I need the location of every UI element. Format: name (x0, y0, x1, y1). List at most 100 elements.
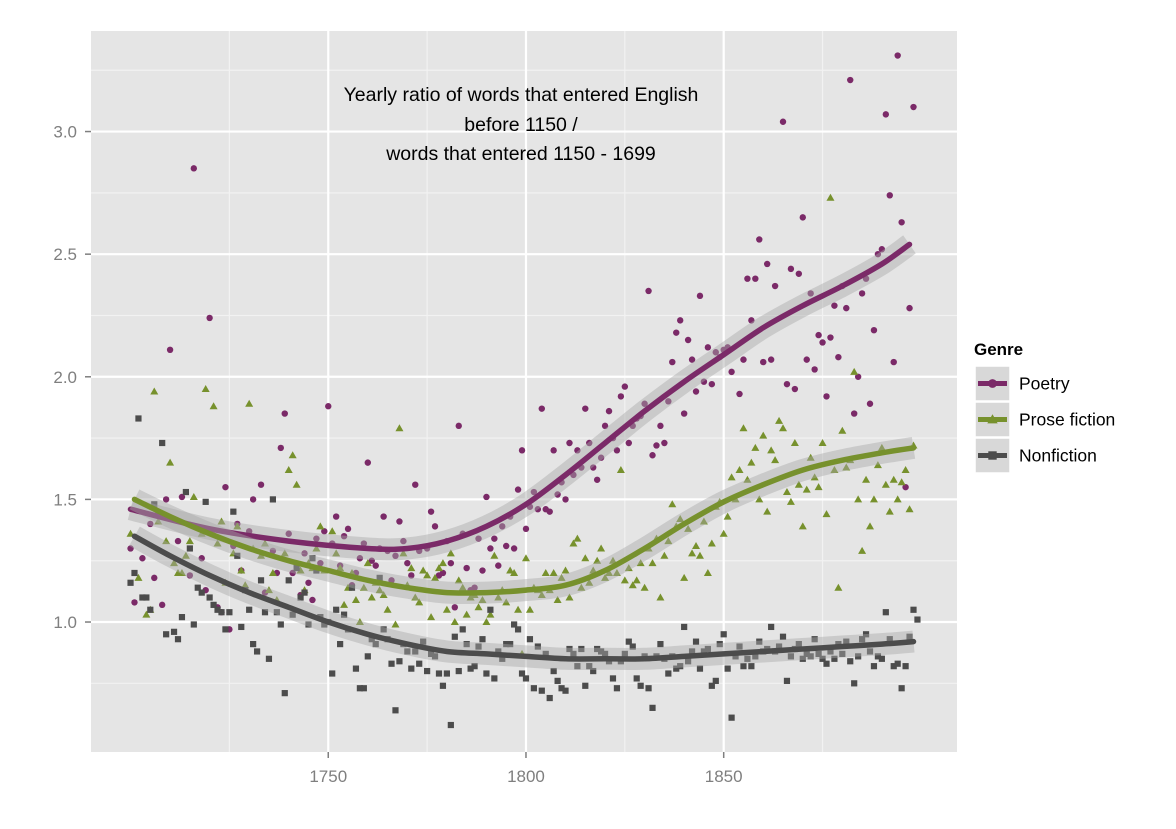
data-point-poetry (534, 506, 542, 513)
data-point-prose-fiction (280, 549, 289, 557)
data-point-nonfiction (803, 650, 810, 658)
data-point-poetry (396, 518, 403, 525)
series-prose-fiction-smooth (129, 437, 917, 605)
data-point-prose-fiction (601, 573, 610, 581)
data-point-nonfiction (574, 663, 581, 670)
data-point-poetry (332, 513, 340, 520)
data-point-poetry (174, 537, 182, 545)
data-point-nonfiction (309, 555, 316, 562)
data-point-prose-fiction (719, 529, 728, 537)
data-point-nonfiction (914, 616, 921, 623)
data-point-prose-fiction (260, 539, 269, 547)
data-point-nonfiction (511, 621, 518, 628)
data-point-nonfiction (127, 579, 134, 586)
data-point-poetry (487, 545, 494, 552)
data-point-prose-fiction (395, 424, 404, 432)
data-point-poetry (661, 439, 668, 447)
data-point-nonfiction (269, 496, 276, 503)
data-point-nonfiction (356, 685, 363, 692)
data-point-nonfiction (364, 653, 371, 660)
data-point-nonfiction (261, 609, 269, 616)
data-point-prose-fiction (814, 483, 823, 491)
data-point-prose-fiction (391, 620, 400, 628)
data-point-nonfiction (629, 643, 636, 650)
data-point-nonfiction (443, 670, 450, 677)
data-point-prose-fiction (549, 568, 558, 576)
data-point-prose-fiction (355, 618, 364, 626)
data-point-poetry (835, 353, 842, 361)
data-point-prose-fiction (340, 600, 349, 608)
data-point-poetry (412, 481, 419, 488)
data-point-prose-fiction (316, 522, 325, 530)
data-point-prose-fiction (656, 593, 665, 601)
data-point-nonfiction (301, 589, 308, 596)
data-point-poetry (779, 118, 787, 125)
data-point-nonfiction (416, 660, 423, 667)
data-point-prose-fiction (162, 537, 171, 545)
data-point-prose-fiction (332, 549, 341, 557)
data-point-poetry (257, 481, 265, 488)
data-point-nonfiction (230, 508, 237, 515)
data-point-nonfiction (396, 658, 403, 665)
data-point-nonfiction (530, 685, 537, 692)
data-point-nonfiction (499, 655, 506, 662)
data-point-prose-fiction (142, 610, 151, 618)
y-tick-label: 1.0 (53, 613, 77, 632)
data-point-nonfiction (910, 606, 917, 613)
series-nonfiction-smooth (129, 526, 917, 670)
data-point-prose-fiction (597, 544, 606, 552)
data-point-poetry (590, 464, 597, 471)
grid-minor (91, 31, 957, 752)
data-point-poetry (475, 535, 482, 542)
data-point-prose-fiction (676, 515, 685, 523)
data-point-nonfiction (483, 670, 490, 677)
data-point-nonfiction (467, 665, 474, 672)
data-point-prose-fiction (881, 480, 890, 488)
data-point-nonfiction (455, 667, 462, 675)
data-point-nonfiction (459, 626, 466, 633)
data-point-prose-fiction (423, 571, 432, 579)
data-point-prose-fiction (411, 593, 420, 601)
data-point-nonfiction (740, 663, 747, 670)
data-point-poetry (518, 447, 526, 454)
data-point-prose-fiction (640, 583, 649, 591)
data-point-prose-fiction (494, 593, 503, 601)
data-point-poetry (325, 403, 332, 410)
data-point-nonfiction (685, 658, 692, 665)
data-point-poetry (538, 405, 545, 412)
data-point-poetry (756, 236, 763, 243)
data-point-poetry (811, 366, 818, 373)
data-point-prose-fiction (233, 522, 242, 530)
data-point-nonfiction (866, 648, 874, 655)
data-point-poetry (593, 476, 601, 483)
data-point-nonfiction (898, 685, 905, 692)
data-point-prose-fiction (612, 568, 621, 576)
data-point-prose-fiction (284, 465, 293, 473)
data-point-nonfiction (645, 685, 652, 692)
data-point-nonfiction (542, 650, 549, 658)
data-point-poetry (566, 439, 573, 447)
data-point-prose-fiction (185, 537, 194, 545)
data-point-poetry (866, 400, 874, 407)
data-point-prose-fiction (201, 385, 210, 393)
data-point-poetry (688, 356, 696, 363)
data-point-poetry (843, 304, 850, 312)
data-point-prose-fiction (454, 576, 463, 584)
data-point-prose-fiction (779, 424, 788, 432)
legend: Genre Poetry Prose fiction Nonfiction (974, 340, 1115, 474)
data-point-nonfiction (202, 498, 209, 505)
data-point-poetry (530, 488, 538, 496)
data-point-nonfiction (408, 665, 415, 672)
data-point-prose-fiction (818, 439, 827, 446)
data-point-nonfiction (878, 655, 885, 662)
data-point-prose-fiction (624, 564, 633, 572)
data-point-nonfiction (190, 621, 197, 628)
data-point-poetry (783, 380, 791, 388)
smooth-line-poetry (127, 241, 913, 553)
data-point-poetry (673, 329, 680, 336)
data-point-nonfiction (265, 655, 273, 662)
data-point-prose-fiction (616, 465, 625, 473)
data-point-prose-fiction (905, 505, 914, 513)
grid-major (91, 31, 957, 752)
data-point-poetry (269, 547, 277, 555)
